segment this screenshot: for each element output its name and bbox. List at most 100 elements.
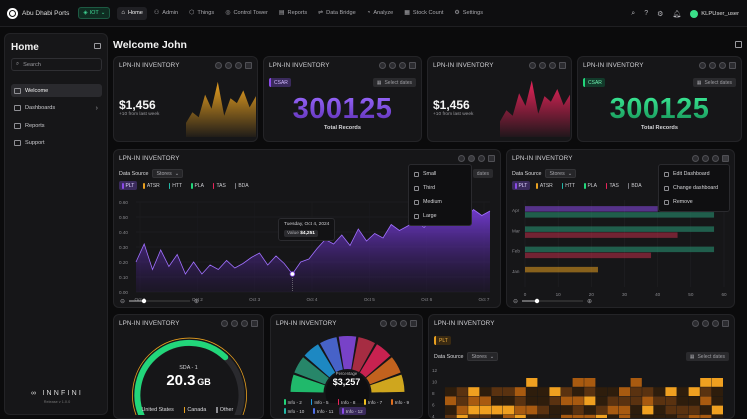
series-chip-atsr[interactable]: ATSR bbox=[140, 181, 162, 190]
series-chip-plt[interactable]: PLT bbox=[119, 181, 138, 190]
sidebar-item-label: Dashboards bbox=[25, 105, 56, 111]
sidebar-collapse-icon[interactable] bbox=[94, 43, 101, 49]
refresh-icon[interactable] bbox=[458, 155, 465, 162]
layout-icon[interactable] bbox=[735, 41, 742, 48]
series-chip-bda[interactable]: BDA bbox=[625, 181, 645, 190]
nav-item-stock-count[interactable]: ▦ Stock Count bbox=[400, 7, 447, 20]
env-selector[interactable]: ◈ IOT ⌄ bbox=[78, 7, 111, 19]
expand-icon[interactable] bbox=[539, 62, 546, 69]
series-chip-tas[interactable]: TAS bbox=[210, 181, 229, 190]
size-option-medium[interactable]: Medium bbox=[409, 195, 471, 209]
notification-bell-icon[interactable]: 🔔︎ bbox=[672, 10, 682, 18]
nav-item-analyze[interactable]: ◔ Analyze bbox=[363, 7, 398, 20]
nav-item-things[interactable]: ⬡ Things bbox=[185, 7, 218, 20]
heatmap-cell bbox=[700, 405, 712, 415]
expand-icon[interactable] bbox=[709, 62, 716, 69]
refresh-icon[interactable] bbox=[215, 62, 222, 69]
download-icon[interactable] bbox=[400, 320, 407, 327]
sidebar-search-input[interactable]: ⌕ Search bbox=[11, 58, 102, 71]
x-tick-label: Oct 7 bbox=[479, 297, 490, 302]
brand[interactable]: Abu Dhabi Ports bbox=[7, 7, 69, 19]
series-chip-pla[interactable]: PLA bbox=[188, 181, 207, 190]
nav-item-label: Analyze bbox=[373, 10, 394, 16]
help-icon[interactable]: ? bbox=[644, 10, 649, 17]
expand-icon[interactable] bbox=[702, 320, 709, 327]
search-icon[interactable]: ⌕ bbox=[631, 9, 636, 17]
expand-icon[interactable] bbox=[225, 62, 232, 69]
nav-item-home[interactable]: ⌂ Home bbox=[117, 6, 147, 20]
menu-icon[interactable] bbox=[409, 62, 416, 69]
refresh-icon[interactable] bbox=[699, 62, 706, 69]
menu-icon[interactable] bbox=[410, 320, 417, 327]
source-tag[interactable]: CSAR bbox=[583, 78, 605, 87]
nav-item-reports[interactable]: ▤ Reports bbox=[275, 7, 311, 20]
menu-icon[interactable] bbox=[722, 320, 729, 327]
nav-item-admin[interactable]: ⚇ Admin bbox=[150, 7, 182, 20]
download-icon[interactable] bbox=[399, 62, 406, 69]
heatmap-cell bbox=[630, 387, 642, 396]
menu-item-remove[interactable]: Remove bbox=[659, 195, 729, 209]
menu-item-change-dashboard[interactable]: Change dashboard bbox=[659, 181, 729, 195]
select-dates-button[interactable]: ▦ Select dates bbox=[692, 78, 736, 87]
download-icon[interactable] bbox=[241, 320, 248, 327]
refresh-icon[interactable] bbox=[529, 62, 536, 69]
data-source-select[interactable]: Stores ⌄ bbox=[467, 352, 499, 361]
download-icon[interactable] bbox=[712, 320, 719, 327]
menu-icon[interactable] bbox=[559, 62, 566, 69]
menu-icon[interactable] bbox=[245, 62, 252, 69]
refresh-icon[interactable] bbox=[692, 320, 699, 327]
size-option-small[interactable]: Small bbox=[409, 167, 471, 181]
source-tag[interactable]: CSAR bbox=[269, 78, 291, 87]
series-chip-tas[interactable]: TAS bbox=[603, 181, 622, 190]
series-chip-htt[interactable]: HTT bbox=[166, 181, 185, 190]
series-chips: PLT ATSR HTT PLA TAS BDA bbox=[512, 181, 645, 190]
refresh-icon[interactable] bbox=[380, 320, 387, 327]
sidebar-item-dashboards[interactable]: Dashboards › bbox=[11, 102, 102, 115]
heatmap-cell bbox=[572, 387, 584, 396]
series-chip-htt[interactable]: HTT bbox=[559, 181, 578, 190]
series-chip-plt[interactable]: PLT bbox=[512, 181, 531, 190]
menu-item-edit-dashboard[interactable]: Edit Dashboard bbox=[659, 167, 729, 181]
download-icon[interactable] bbox=[235, 62, 242, 69]
menu-icon[interactable] bbox=[251, 320, 258, 327]
source-tag[interactable]: PLT bbox=[434, 336, 451, 345]
refresh-icon[interactable] bbox=[221, 320, 228, 327]
download-icon[interactable] bbox=[478, 155, 485, 162]
expand-icon[interactable] bbox=[390, 320, 397, 327]
sidebar-item-welcome[interactable]: Welcome bbox=[11, 84, 102, 97]
size-option-third[interactable]: Third bbox=[409, 181, 471, 195]
expand-icon[interactable] bbox=[389, 62, 396, 69]
expand-icon[interactable] bbox=[231, 320, 238, 327]
series-chip-bda[interactable]: BDA bbox=[232, 181, 252, 190]
data-source-select[interactable]: Stores ⌄ bbox=[545, 169, 577, 178]
data-source-select[interactable]: Stores ⌄ bbox=[152, 169, 184, 178]
settings-icon[interactable]: ⚙ bbox=[657, 10, 664, 18]
download-icon[interactable] bbox=[719, 62, 726, 69]
nav-item-data-bridge[interactable]: ⇌ Data Bridge bbox=[314, 7, 360, 20]
sidebar-item-support[interactable]: Support bbox=[11, 137, 102, 150]
range-slider[interactable]: ⊖ ⊕ bbox=[513, 296, 603, 306]
select-dates-button[interactable]: dates bbox=[472, 169, 493, 178]
menu-icon[interactable] bbox=[488, 155, 495, 162]
gauge-label: SDA - 1 bbox=[179, 365, 198, 371]
download-icon[interactable] bbox=[549, 62, 556, 69]
legend-label: Info - 9 bbox=[394, 399, 410, 405]
range-slider[interactable]: ⊖ ⊕ bbox=[120, 296, 210, 306]
select-dates-button[interactable]: ▦ Select dates bbox=[372, 78, 416, 87]
expand-icon[interactable] bbox=[702, 155, 709, 162]
download-icon[interactable] bbox=[712, 155, 719, 162]
sidebar-item-reports[interactable]: Reports bbox=[11, 119, 102, 132]
select-dates-button[interactable]: ▦ Select dates bbox=[685, 352, 729, 361]
card-actions bbox=[699, 62, 736, 69]
refresh-icon[interactable] bbox=[692, 155, 699, 162]
series-chip-atsr[interactable]: ATSR bbox=[533, 181, 555, 190]
menu-icon[interactable] bbox=[729, 62, 736, 69]
refresh-icon[interactable] bbox=[379, 62, 386, 69]
menu-icon[interactable] bbox=[722, 155, 729, 162]
series-chip-pla[interactable]: PLA bbox=[581, 181, 600, 190]
size-option-large[interactable]: Large bbox=[409, 209, 471, 223]
expand-icon[interactable] bbox=[468, 155, 475, 162]
user-menu[interactable]: KLPUser_user bbox=[690, 9, 739, 18]
nav-item-control-tower[interactable]: ◎ Control Tower bbox=[221, 7, 272, 20]
nav-item-settings[interactable]: ⚙ Settings bbox=[450, 7, 487, 20]
